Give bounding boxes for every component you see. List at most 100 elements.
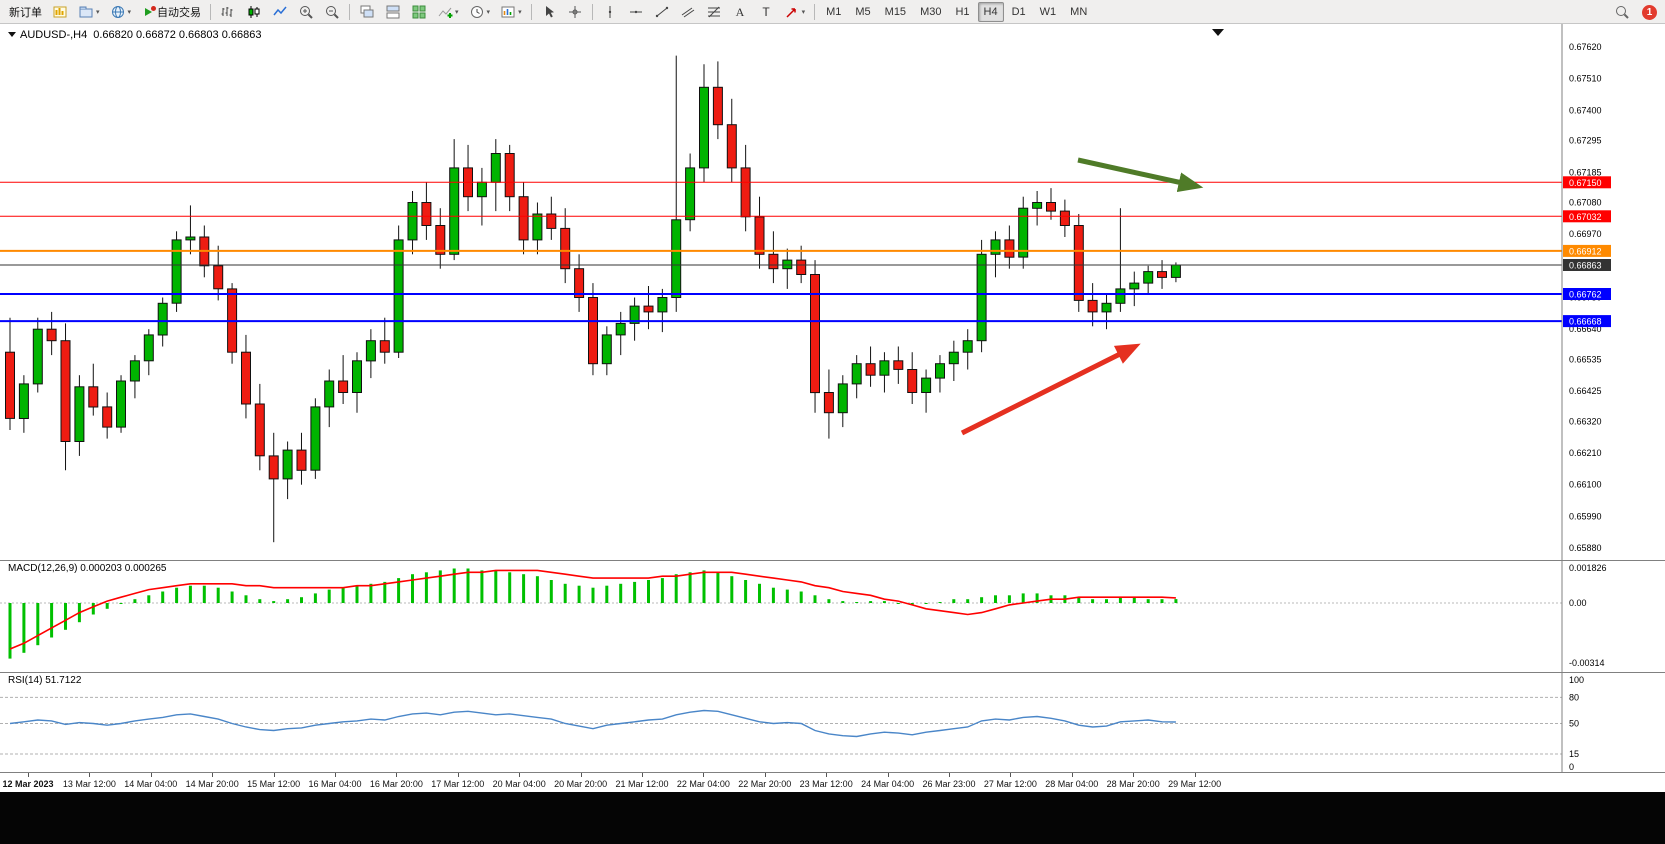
periods-button[interactable]: ▾ (465, 1, 495, 23)
time-axis-label: 24 Mar 04:00 (861, 779, 915, 789)
vline-icon (608, 5, 611, 18)
hline-icon (629, 10, 642, 13)
line-chart-button[interactable] (268, 1, 292, 23)
toolbar-right-group: 1 (1609, 0, 1657, 24)
timeframe-h1-button[interactable]: H1 (955, 5, 970, 18)
trendline-button[interactable] (650, 1, 674, 23)
rsi-axis-label: 0 (1569, 762, 1574, 772)
price-axis-label: 0.66970 (1569, 229, 1602, 239)
time-axis-label: 28 Mar 20:00 (1106, 779, 1160, 789)
time-tick (1194, 773, 1196, 777)
time-tick (887, 773, 889, 777)
green-trend-arrow[interactable] (1077, 157, 1204, 193)
svg-text:T: T (762, 5, 770, 19)
fibonacci-retracement-button[interactable] (702, 1, 726, 23)
rsi-line (9, 709, 1176, 738)
macd-axis-label: -0.00314 (1569, 658, 1605, 668)
resistance-line-2-badge (1563, 210, 1611, 223)
price-axis-label: 0.66640 (1569, 324, 1602, 334)
time-tick (396, 773, 398, 777)
auto-trading-button[interactable]: 自动交易 (137, 1, 205, 23)
timeframe-m15-button[interactable]: M15 (884, 5, 907, 18)
timeframe-m30-button[interactable]: M30 (920, 5, 942, 18)
svg-text:0.66762: 0.66762 (1569, 290, 1602, 300)
timeframe-mn-button[interactable]: MN (1070, 5, 1088, 18)
channel-icon (681, 7, 694, 17)
globe-icon (111, 5, 124, 18)
equidistant-channel-button[interactable] (676, 1, 700, 23)
time-tick (764, 773, 766, 777)
time-axis-label: 20 Mar 04:00 (492, 779, 546, 789)
dropdown-caret-icon: ▾ (801, 8, 806, 16)
chart-title: AUDUSD-,H4 0.66820 0.66872 0.66803 0.6686… (8, 29, 261, 41)
bottom-filler (0, 792, 1665, 844)
bar-chart-button[interactable] (216, 1, 240, 23)
timeframe-m1-button[interactable]: M1 (826, 5, 842, 18)
cursor-button[interactable] (537, 1, 561, 23)
zoom-in-icon (300, 5, 313, 19)
candle-chart-button[interactable] (242, 1, 266, 23)
tile-windows-button[interactable] (381, 1, 405, 23)
text-tool-button[interactable]: A (728, 1, 752, 23)
time-axis-label: 22 Mar 20:00 (738, 779, 792, 789)
timeframe-d1-button[interactable]: D1 (1011, 5, 1026, 18)
time-axis-label: 12 Mar 2023 (2, 779, 54, 789)
cascade-windows-button[interactable] (355, 1, 379, 23)
refresh-button[interactable]: ▾ (106, 1, 136, 23)
svg-text:0.67150: 0.67150 (1569, 178, 1602, 188)
templates-button[interactable]: ▾ (496, 1, 526, 23)
profiles-button[interactable]: ▾ (74, 1, 104, 23)
zoom-in-button[interactable] (294, 1, 318, 23)
time-tick (1133, 773, 1135, 777)
time-axis[interactable]: 12 Mar 2023 13 Mar 12:00 14 Mar 04:00 14 Ma… (0, 772, 1665, 792)
time-tick (703, 773, 705, 777)
chart-shift-marker[interactable] (1212, 29, 1224, 36)
auto-arrange-button[interactable] (407, 1, 431, 23)
arrows-tool-button[interactable]: ▾ (780, 1, 810, 23)
macd-panel[interactable]: 0.001826 0.00 -0.00314 (0, 560, 1665, 672)
new-order-button[interactable]: 新订单 (5, 1, 46, 23)
bars-icon (221, 6, 233, 17)
price-axis-label: 0.66210 (1569, 448, 1602, 458)
timeframe-m5-button[interactable]: M5 (855, 5, 871, 18)
notification-badge[interactable]: 1 (1642, 4, 1657, 20)
svg-text:0.66912: 0.66912 (1569, 246, 1602, 256)
price-axis-label: 0.67400 (1569, 105, 1602, 115)
indicators-button[interactable]: ▾ (433, 1, 463, 23)
timeframe-w1-button[interactable]: W1 (1039, 5, 1057, 18)
vertical-line-button[interactable] (598, 1, 622, 23)
chart-ohlc-values: 0.66820 0.66872 0.66803 0.66863 (93, 29, 262, 41)
toolbar-separator (814, 3, 816, 20)
new-chart-button[interactable] (48, 1, 72, 23)
dropdown-caret-icon: ▾ (486, 8, 491, 16)
macd-axis[interactable] (1563, 561, 1665, 672)
current-price-line-badge (1563, 259, 1611, 271)
rsi-axis[interactable] (1563, 673, 1665, 772)
text-a-icon: A (735, 5, 744, 19)
support-line-2-badge (1563, 315, 1611, 328)
crosshair-button[interactable] (563, 1, 587, 23)
time-axis-label: 16 Mar 04:00 (308, 779, 362, 789)
price-chart[interactable]: 0.67620 0.67510 0.67400 0.67295 0.67185 0.670… (0, 24, 1665, 560)
chart-menu-arrow-icon[interactable] (8, 30, 16, 38)
svg-text:0.66863: 0.66863 (1569, 261, 1602, 271)
red-trend-arrow[interactable] (960, 343, 1141, 436)
profiles-icon (79, 6, 93, 17)
candles (5, 55, 1181, 543)
time-axis-label: 22 Mar 04:00 (676, 779, 730, 789)
svg-text:0.67032: 0.67032 (1569, 212, 1602, 222)
support-line-1-badge (1563, 288, 1611, 300)
rsi-indicator-label: RSI(14) 51.7122 (8, 675, 82, 686)
price-axis-label: 0.67185 (1569, 167, 1602, 177)
dropdown-caret-icon: ▾ (455, 8, 459, 16)
timeframe-h4-button[interactable]: H4 (977, 1, 1004, 22)
zoom-out-button[interactable] (320, 1, 344, 23)
search-button[interactable] (1610, 1, 1634, 23)
time-axis-label: 29 Mar 12:00 (1168, 779, 1222, 789)
template-icon (501, 6, 515, 17)
rsi-panel[interactable]: 100 80 50 15 0 (0, 672, 1665, 772)
horizontal-line-button[interactable] (624, 1, 648, 23)
time-tick (150, 773, 152, 777)
label-tool-button[interactable]: T (754, 1, 778, 23)
